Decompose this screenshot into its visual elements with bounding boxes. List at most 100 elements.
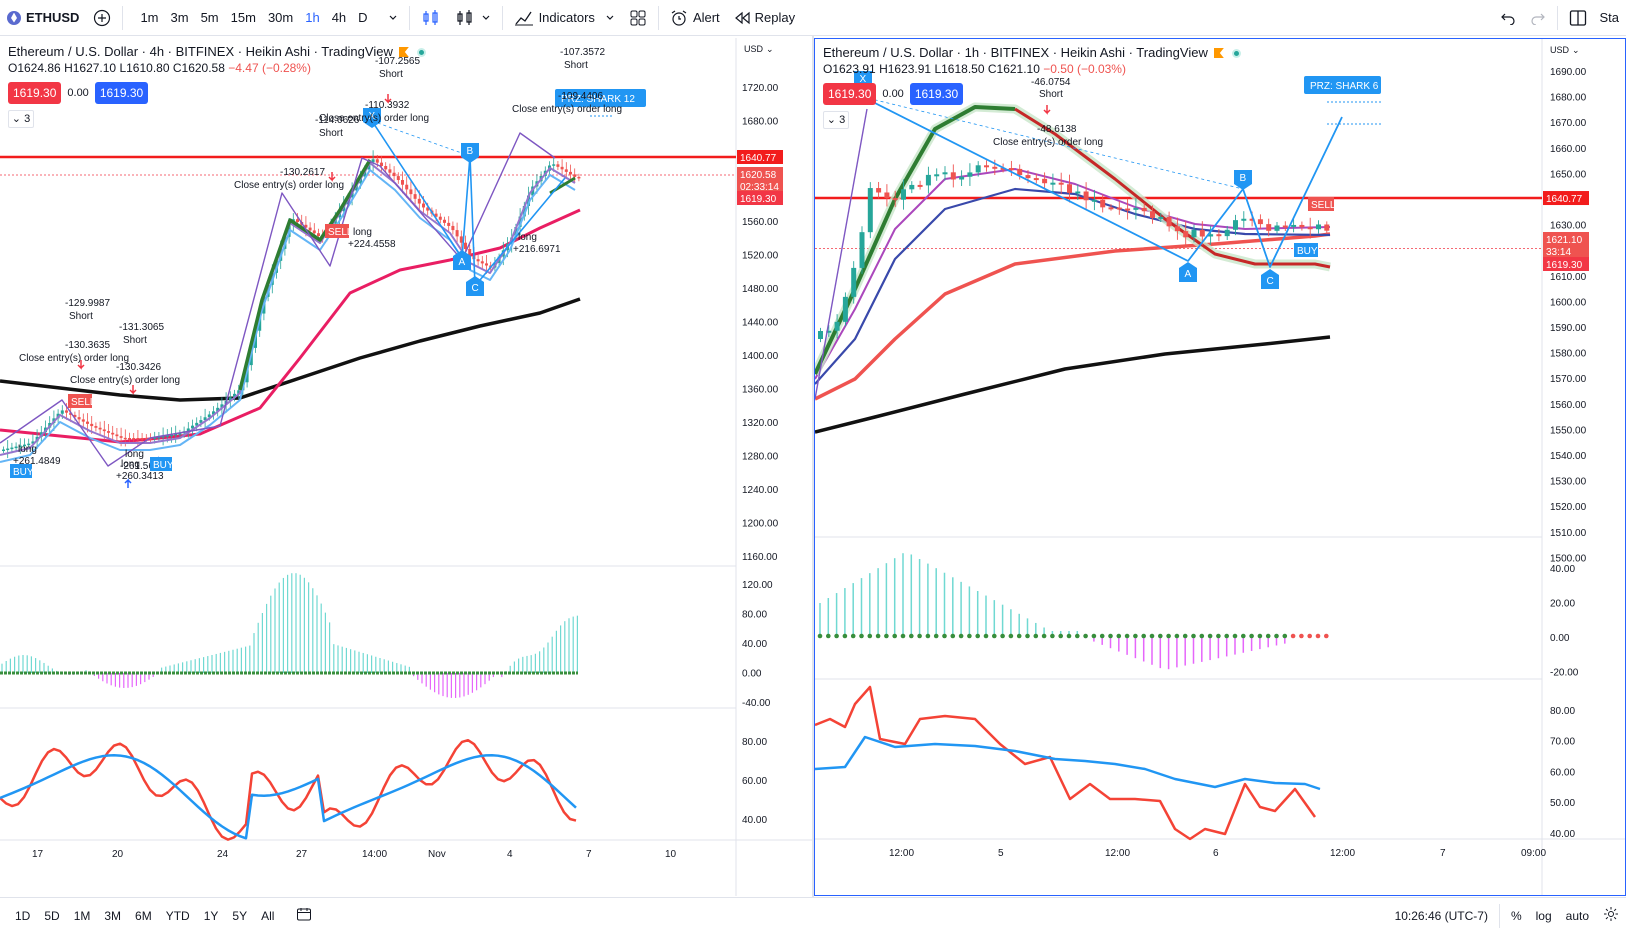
candle-body [1000,167,1006,170]
range-all[interactable]: All [261,908,275,923]
timeframe-15m[interactable]: 15m [230,10,256,25]
ma-fast-green [815,105,1016,375]
trade-profit-text: -114.0626 [315,115,360,126]
auto-toggle[interactable]: auto [1565,908,1589,923]
long-arrow-icon [124,478,132,488]
timeframe-d[interactable]: D [358,10,368,25]
time-tick: Nov [428,849,446,860]
osc-tick: 80.00 [742,610,767,621]
timeframe-5m[interactable]: 5m [200,10,219,25]
indicators-button[interactable]: Indicators [507,0,622,36]
sell-tag-bg [68,394,92,408]
last-price-tag: 1621.10 [1546,235,1583,246]
candle-body [569,171,572,175]
candle-body [10,447,14,450]
legend-1h: Ethereum / U.S. Dollar · 1h · BITFINEX ·… [823,45,1241,129]
range-3m[interactable]: 3M [104,908,122,923]
stoch-line-blue [815,735,1321,791]
range-1d[interactable]: 1D [15,908,31,923]
layout-button[interactable] [622,0,654,36]
chart-canvas-4h[interactable]: USD⌄1720.001680.001640.001600.001560.001… [0,38,812,896]
timezone-clock[interactable]: 10:26:46 (UTC-7) [1394,908,1488,923]
percent-toggle[interactable]: % [1510,908,1522,923]
compare-add-button[interactable] [86,0,118,36]
buy-button[interactable]: 1619.30 [909,83,964,105]
replay-button[interactable]: Replay [727,0,802,36]
oscillator-zero-dot [1241,633,1246,639]
range-5y[interactable]: 5Y [232,908,248,923]
sell-button[interactable]: 1619.30 [823,83,877,105]
candle-body [1042,178,1048,184]
layout-grid-icon [630,10,646,25]
range-5d[interactable]: 5D [44,908,60,923]
undo-button[interactable] [1493,0,1523,36]
heikin-ashi-icon [456,9,472,25]
timeframe-dropdown[interactable] [381,0,405,36]
range-1m[interactable]: 1M [73,908,91,923]
timeframe-30m[interactable]: 30m [267,10,294,25]
indicators-collapse-button[interactable]: ⌄ 3 [8,110,34,128]
candle-body [203,417,207,421]
timeframe-3m[interactable]: 3m [170,10,189,25]
candle-body [216,407,220,412]
time-tick: 14:00 [362,849,387,860]
select-layout-button[interactable]: Sta [1562,0,1626,36]
marker-b: B [467,146,474,157]
rsi-tick: 60.00 [742,776,767,787]
redo-icon [1531,13,1546,25]
sell-tag: SELL [1311,200,1336,211]
price-tick: 1690.00 [1550,67,1587,78]
goto-date-button[interactable] [289,907,319,924]
timeframe-1h[interactable]: 1h [305,10,320,25]
candle-body [876,188,882,193]
candle-body [396,176,400,181]
marker-x: X [369,111,376,122]
redo-button[interactable] [1523,0,1553,36]
ohlc-low: L1610.80 [119,61,170,75]
indicators-collapse-button[interactable]: ⌄ 3 [823,111,849,129]
trade-profit-text: +260.3413 [116,471,164,482]
settings-button[interactable] [1596,906,1626,925]
alert-button[interactable]: Alert [663,0,727,36]
candle-body [27,443,31,446]
range-6m[interactable]: 6M [135,908,152,923]
timeframe-1m[interactable]: 1m [140,10,159,25]
chart-style-candles-button[interactable] [448,0,498,36]
buy-button[interactable]: 1619.30 [94,82,149,104]
time-tick: 7 [586,849,592,860]
candle-body [1083,191,1089,201]
chart-canvas-1h[interactable]: USD ⌄1690.001680.001670.001660.001650.001… [815,39,1625,895]
ma-fast-red [1014,107,1331,269]
candle-body [1017,168,1023,176]
candle-body [950,172,956,180]
ohlc-high: H1623.91 [879,62,932,76]
symbol-button[interactable]: ETHUSD [0,0,86,36]
ohlc-close: C1621.10 [987,62,1040,76]
candle-body [577,176,581,179]
range-1y[interactable]: 1Y [203,908,219,923]
oscillator-zero-dot [1249,633,1254,639]
chart-pane-4h[interactable]: USD⌄1720.001680.001640.001600.001560.001… [0,38,812,896]
chart-style-bars-button[interactable] [414,0,448,36]
sell-button[interactable]: 1619.30 [8,82,62,104]
candle-body [1125,208,1131,211]
flag-icon[interactable] [1213,48,1224,58]
alarm-clock-icon [671,10,687,26]
flag-icon[interactable] [398,47,409,57]
candle-body [573,174,577,177]
timeframe-4h[interactable]: 4h [331,10,347,25]
chevron-down-icon [606,15,614,20]
candle-body [901,189,906,200]
chart-pane-1h[interactable]: USD ⌄ 1690.00 1680.00 1670.00 1660.00 1650.00 1… [814,38,1626,896]
split-layout-icon [1570,9,1587,26]
oscillator-zero-dot [1299,633,1304,639]
price-tick: 1160.00 [742,552,778,563]
trade-profit-text: -107.2565 [375,56,420,67]
toolbar-right-cut-label: Sta [1599,10,1619,25]
range-ytd[interactable]: YTD [165,908,190,923]
log-toggle[interactable]: log [1535,908,1552,923]
oscillator-zero-dot [1174,633,1180,639]
pane-divider[interactable] [812,36,814,897]
oscillator-zero-dot [1000,633,1005,639]
oscillator-zero-dot [817,633,823,639]
